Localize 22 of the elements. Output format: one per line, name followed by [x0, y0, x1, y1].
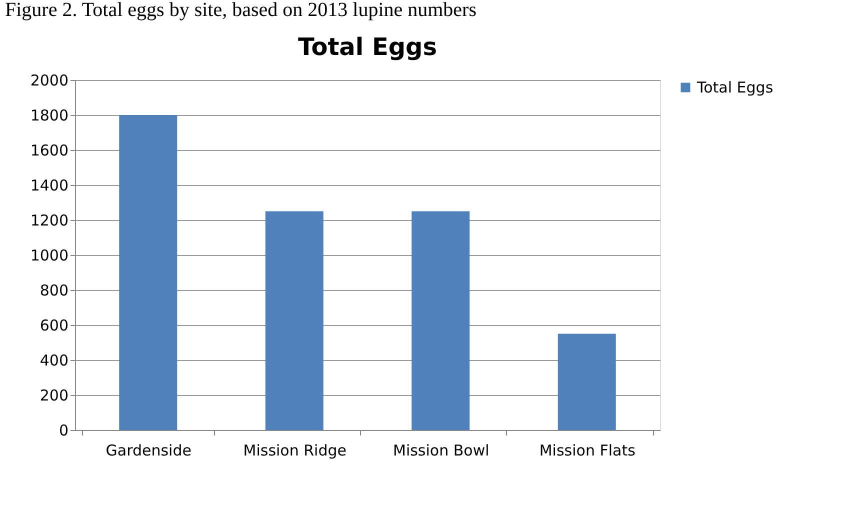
x-tick-label: Gardenside: [106, 442, 192, 460]
bar: [558, 334, 616, 430]
y-tick-label: 600: [40, 316, 68, 334]
y-tick-label: 1200: [30, 212, 68, 230]
y-tick-label: 2000: [30, 72, 68, 90]
y-tick-label: 1800: [30, 106, 68, 124]
bar: [119, 115, 178, 430]
y-tick-label: 200: [40, 386, 68, 404]
x-tick-label: Mission Bowl: [392, 442, 490, 460]
y-tick-label: 1600: [30, 142, 68, 160]
y-tick-label: 400: [40, 352, 68, 370]
x-tick-label: Mission Ridge: [243, 442, 346, 460]
y-tick-label: 800: [40, 282, 68, 300]
caption: Figure 2. Total eggs by site, based on 2013 lupine numbers: [5, 0, 477, 21]
bar: [412, 211, 470, 430]
y-tick-label: 0: [58, 422, 68, 440]
y-tick-label: 1400: [30, 176, 68, 194]
x-tick-label: Mission Flats: [539, 442, 636, 460]
chart-title: Total Eggs: [298, 33, 437, 61]
bar: [265, 211, 324, 430]
y-tick-label: 1000: [30, 246, 68, 264]
legend-label: Total Eggs: [696, 78, 774, 96]
